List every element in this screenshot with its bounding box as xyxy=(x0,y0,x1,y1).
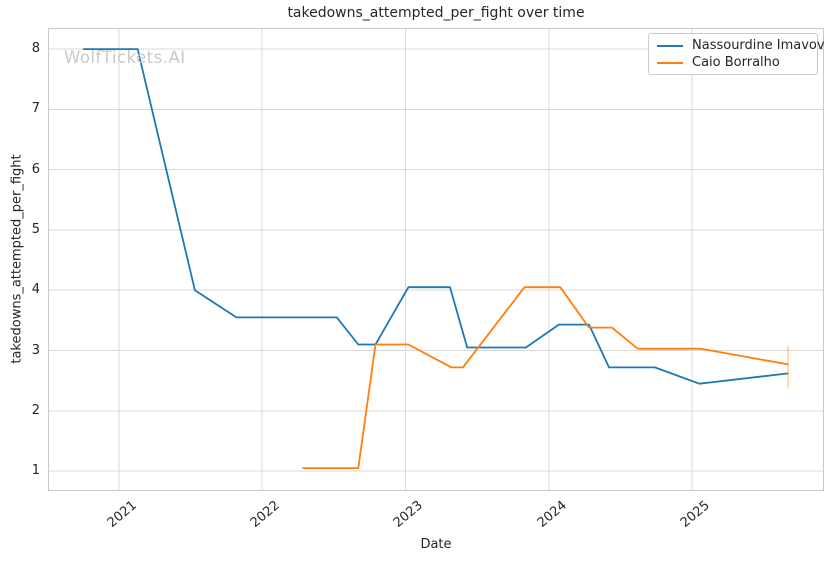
plot-background xyxy=(48,28,824,491)
x-tick-label: 2022 xyxy=(247,498,283,531)
y-tick-label: 4 xyxy=(31,282,40,298)
chart-title: takedowns_attempted_per_fight over time xyxy=(287,5,585,21)
legend-label: Nassourdine Imavov xyxy=(692,38,825,53)
x-tick-label: 2024 xyxy=(534,498,570,531)
series-line xyxy=(302,286,789,470)
x-tick-label: 2021 xyxy=(104,498,140,531)
legend: Nassourdine Imavov Caio Borralho xyxy=(648,33,825,75)
legend-entry: Nassourdine Imavov xyxy=(657,37,825,54)
y-tick-label: 8 xyxy=(31,41,40,57)
plot-frame xyxy=(48,28,824,491)
x-axis-label: Date xyxy=(420,537,452,552)
y-tick-label: 5 xyxy=(31,221,40,237)
y-tick-label: 7 xyxy=(31,101,40,117)
y-tick-label: 6 xyxy=(31,161,40,177)
x-tick-label: 2025 xyxy=(677,498,713,531)
legend-line-swatch xyxy=(657,61,683,64)
y-tick-label: 1 xyxy=(31,463,40,479)
series-line xyxy=(83,48,789,385)
y-axis-label: takedowns_attempted_per_fight xyxy=(9,154,25,364)
watermark-text: WolfTickets.AI xyxy=(64,48,186,67)
plot-area xyxy=(48,28,824,491)
legend-label: Caio Borralho xyxy=(692,55,780,70)
y-tick-label: 3 xyxy=(31,342,40,358)
legend-items: Nassourdine Imavov Caio Borralho xyxy=(657,37,825,71)
y-tick-label: 2 xyxy=(31,402,40,418)
legend-entry: Caio Borralho xyxy=(657,54,809,71)
legend-line-swatch xyxy=(657,44,683,47)
x-tick-label: 2023 xyxy=(391,498,427,531)
